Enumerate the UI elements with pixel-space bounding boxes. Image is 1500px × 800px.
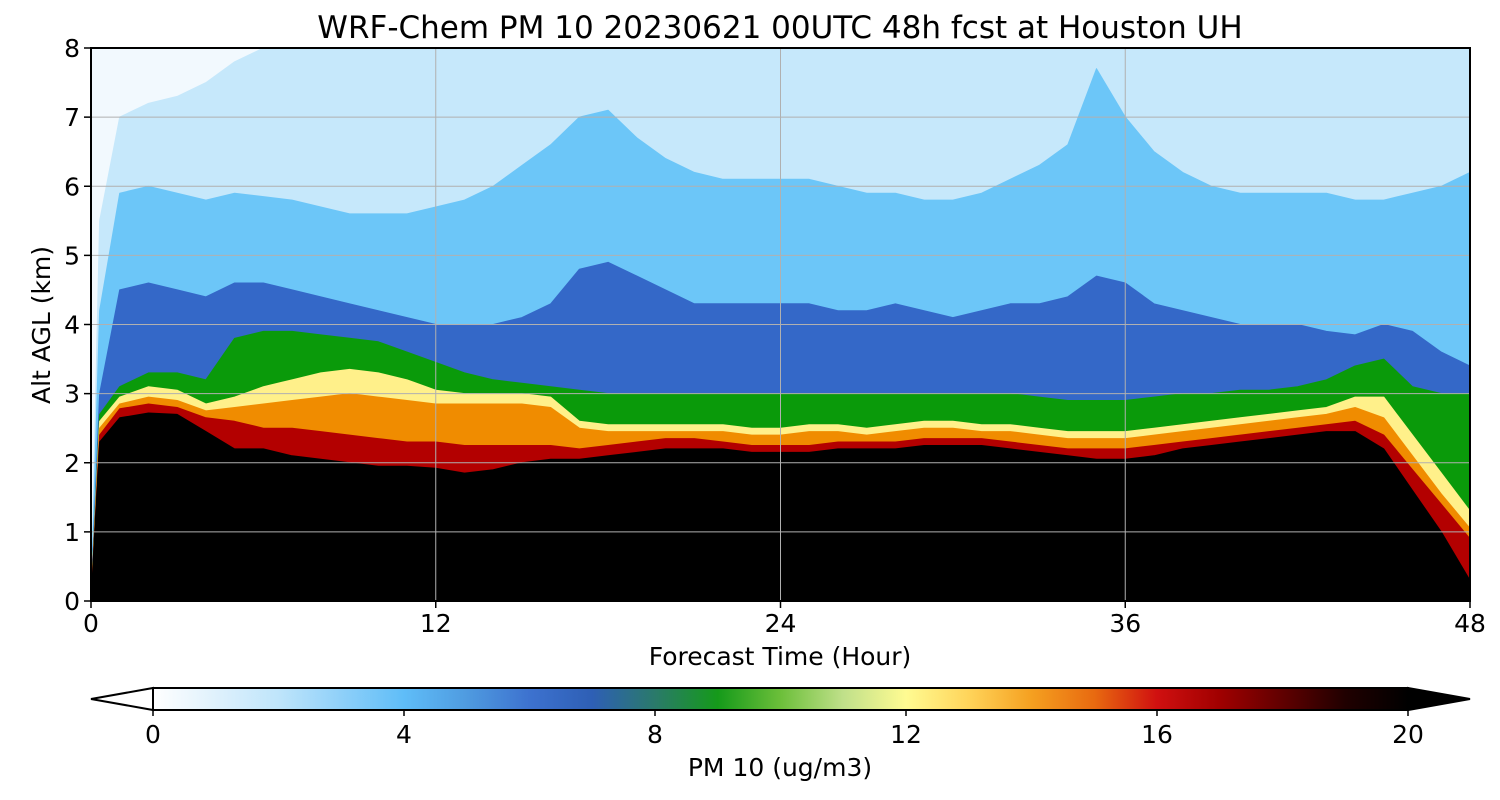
y-axis-label: Alt AGL (km): [27, 246, 56, 404]
y-tick-label: 4: [64, 311, 80, 340]
colorbar-tick-label: 0: [145, 720, 161, 749]
colorbar-label: PM 10 (ug/m3): [688, 753, 872, 782]
x-tick-label: 36: [1109, 609, 1141, 638]
y-tick-label: 0: [64, 587, 80, 616]
colorbar-ticks: 0 4 8 12 16 20: [145, 710, 1424, 749]
colorbar-tick-label: 8: [647, 720, 663, 749]
colorbar-extend-high: [1407, 686, 1471, 712]
colorbar-tick-label: 16: [1141, 720, 1173, 749]
gridlines: [91, 48, 1470, 601]
x-tick-label: 48: [1454, 609, 1486, 638]
y-tick-label: 6: [64, 172, 80, 201]
x-tick-label: 0: [83, 609, 99, 638]
chart-title: WRF-Chem PM 10 20230621 00UTC 48h fcst a…: [317, 10, 1242, 46]
y-tick-label: 3: [64, 380, 80, 409]
colorbar-tick-label: 20: [1392, 720, 1424, 749]
x-tick-label: 24: [765, 609, 797, 638]
x-tick-label: 12: [420, 609, 452, 638]
y-axis-ticks: 0 1 2 3 4 5 6 7 8: [64, 34, 91, 616]
y-tick-label: 2: [64, 449, 80, 478]
y-tick-label: 8: [64, 34, 80, 63]
colorbar-extend-low: [90, 686, 154, 712]
y-tick-label: 1: [64, 518, 80, 547]
colorbar: 0 4 8 12 16 20 PM 10 (ug/m3): [90, 686, 1471, 782]
y-tick-label: 7: [64, 103, 80, 132]
plot-area: [91, 48, 1470, 601]
colorbar-tick-label: 4: [396, 720, 412, 749]
x-axis-ticks: 0 12 24 36 48: [83, 601, 1486, 638]
x-axis-label: Forecast Time (Hour): [649, 642, 912, 671]
y-tick-label: 5: [64, 241, 80, 270]
colorbar-gradient: [152, 687, 1409, 711]
colorbar-tick-label: 12: [890, 720, 922, 749]
